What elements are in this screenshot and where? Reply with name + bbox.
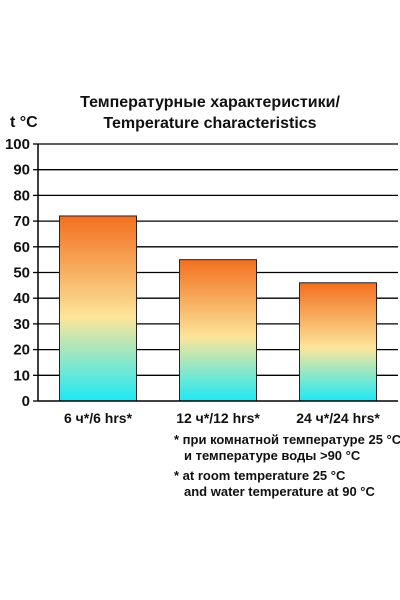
x-tick-label: 6 ч*/6 hrs*	[64, 410, 133, 426]
x-tick-label: 24 ч*/24 hrs*	[296, 410, 380, 426]
bars	[59, 215, 377, 402]
y-tick-label: 70	[13, 213, 30, 230]
chart-title-line2: Temperature characteristics	[103, 115, 317, 132]
y-tick-labels: 0 10 20 30 40 50 60 70 80 90 100	[5, 136, 38, 410]
y-tick-label: 100	[5, 136, 30, 153]
footnote-ru-line1: * при комнатной температуре 25 °C	[174, 432, 400, 447]
footnote-ru-line2: и температуре воды >90 °C	[184, 448, 361, 463]
bar	[59, 215, 137, 402]
footnote-en-line2: and water temperature at 90 °C	[184, 484, 375, 499]
y-tick-label: 80	[13, 187, 30, 204]
y-tick-label: 20	[13, 342, 30, 359]
y-tick-label: 10	[13, 367, 30, 384]
x-tick-label: 12 ч*/12 hrs*	[176, 410, 260, 426]
footnote-en-line1: * at room temperature 25 °C	[174, 468, 346, 483]
x-tick-labels: 6 ч*/6 hrs* 12 ч*/12 hrs* 24 ч*/24 hrs*	[64, 410, 380, 426]
y-tick-label: 90	[13, 162, 30, 179]
bar	[179, 259, 257, 402]
y-axis-label: t °C	[10, 114, 38, 131]
y-tick-label: 0	[22, 393, 30, 410]
y-tick-label: 30	[13, 316, 30, 333]
bar	[299, 282, 377, 402]
y-tick-label: 50	[13, 265, 30, 282]
chart-title-line1: Температурные характеристики/	[80, 94, 340, 111]
y-tick-label: 40	[13, 290, 30, 307]
y-tick-label: 60	[13, 239, 30, 256]
